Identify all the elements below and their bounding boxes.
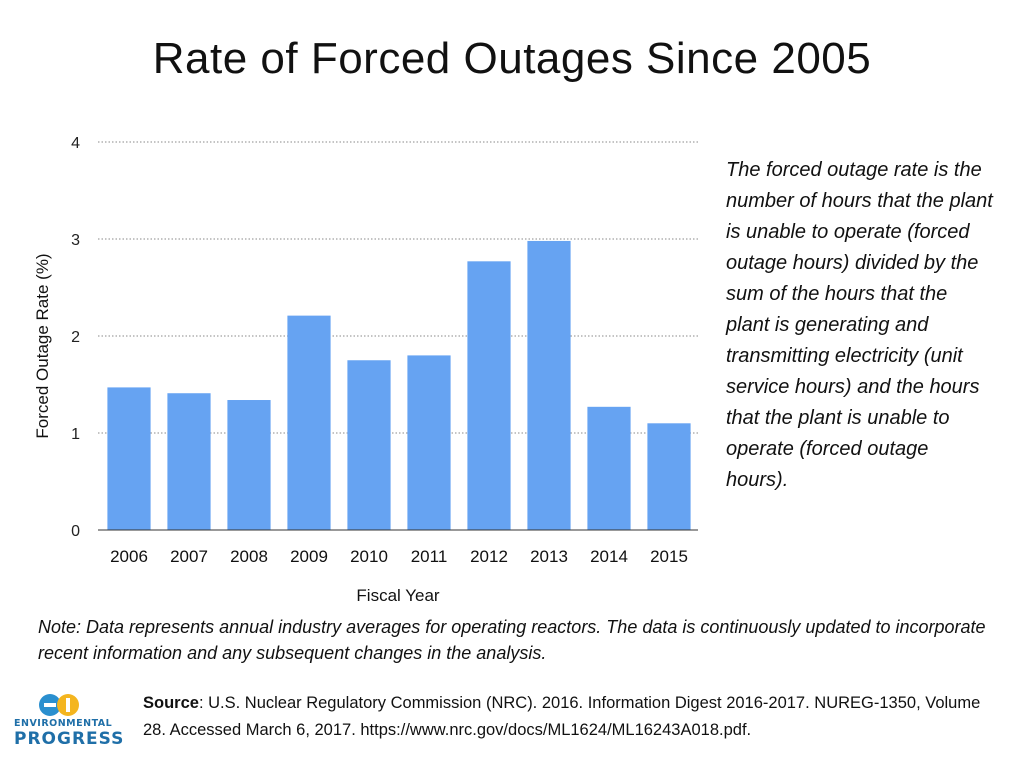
ep-logo-icon xyxy=(39,694,79,716)
y-tick-label: 3 xyxy=(71,232,80,249)
bar-2008 xyxy=(227,400,271,530)
y-tick-label: 2 xyxy=(71,329,80,346)
y-axis-ticks: 0 1 2 3 4 xyxy=(71,135,80,540)
y-tick-label: 0 xyxy=(71,523,80,540)
x-tick-label: 2014 xyxy=(590,547,628,566)
x-tick-label: 2008 xyxy=(230,547,268,566)
x-tick-label: 2007 xyxy=(170,547,208,566)
logo-text-environmental: ENVIRONMENTAL xyxy=(14,718,113,729)
source-label: Source xyxy=(143,694,199,712)
bar-2014 xyxy=(587,406,631,530)
bar-2012 xyxy=(467,261,511,530)
gridlines xyxy=(98,141,698,434)
x-axis-ticks: 2006 2007 2008 2009 2010 2011 2012 2013 2014 2015 xyxy=(110,547,688,566)
logo-text-progress: PROGRESS xyxy=(14,729,125,749)
y-tick-label: 1 xyxy=(71,426,80,443)
bar-2007 xyxy=(167,393,211,530)
bar-2010 xyxy=(347,360,391,530)
x-tick-label: 2012 xyxy=(470,547,508,566)
chart-description: The forced outage rate is the number of … xyxy=(726,159,993,491)
x-tick-label: 2010 xyxy=(350,547,388,566)
bar-2009 xyxy=(287,315,331,530)
bar-2006 xyxy=(107,387,151,530)
x-tick-label: 2015 xyxy=(650,547,688,566)
x-tick-label: 2011 xyxy=(411,547,448,566)
x-tick-label: 2013 xyxy=(530,547,568,566)
bar-2011 xyxy=(407,355,451,530)
x-tick-label: 2006 xyxy=(110,547,148,566)
y-axis-label: Forced Outage Rate (%) xyxy=(33,253,52,438)
bars xyxy=(107,240,691,530)
data-note: Note: Data represents annual industry av… xyxy=(38,617,986,663)
source-citation: Source: U.S. Nuclear Regulatory Commissi… xyxy=(143,690,1003,744)
y-tick-label: 4 xyxy=(71,135,80,152)
source-text: : U.S. Nuclear Regulatory Commission (NR… xyxy=(143,694,981,739)
x-tick-label: 2009 xyxy=(290,547,328,566)
x-axis-label: Fiscal Year xyxy=(356,586,439,605)
page-title: Rate of Forced Outages Since 2005 xyxy=(152,34,872,83)
bar-2015 xyxy=(647,423,691,530)
bar-2013 xyxy=(527,240,571,530)
environmental-progress-logo: ENVIRONMENTAL PROGRESS xyxy=(14,692,125,754)
